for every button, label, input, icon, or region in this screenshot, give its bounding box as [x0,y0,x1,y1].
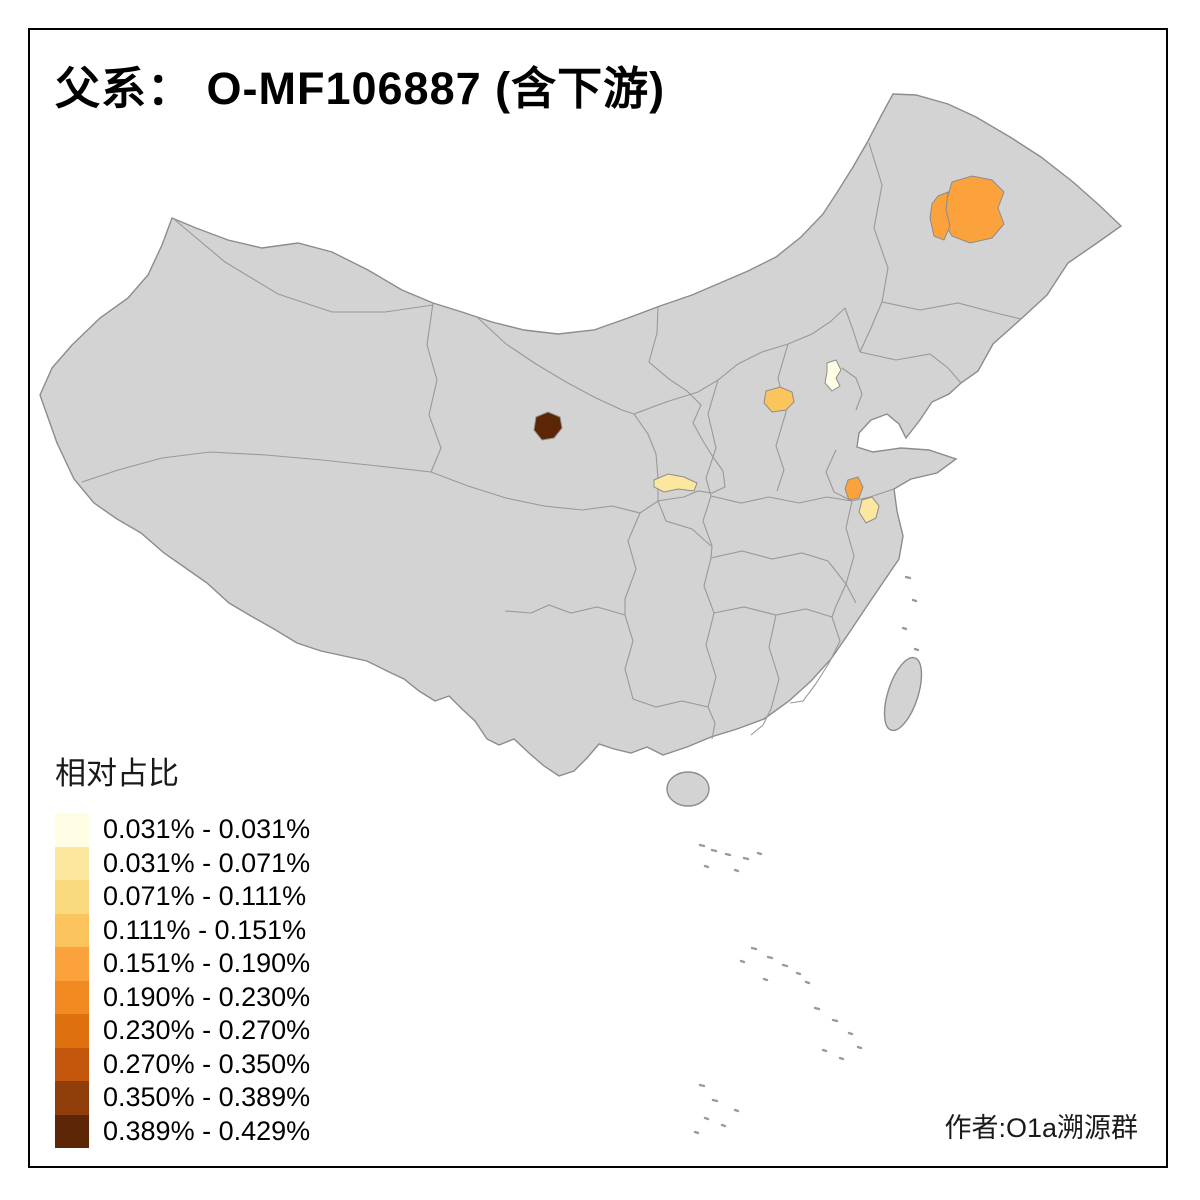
legend-swatch [55,1014,89,1048]
legend-swatch [55,1114,89,1148]
legend-label: 0.111% - 0.151% [103,914,307,945]
legend-row: 0.111% - 0.151% [55,913,310,947]
region-jiangsu-south [858,496,880,524]
island-cluster-spratly [693,1083,740,1135]
legend: 相对占比 0.031% - 0.031% 0.031% - 0.071% 0.0… [55,748,310,1148]
legend-label: 0.031% - 0.071% [103,847,311,878]
legend-label: 0.031% - 0.031% [103,814,311,845]
legend-label: 0.270% - 0.350% [103,1048,311,1079]
hainan-island-shape [666,771,710,807]
legend-title: 相对占比 [55,756,179,791]
sea-islands [693,575,920,1135]
legend-label: 0.350% - 0.389% [103,1082,311,1113]
region-qinghai-area [533,411,563,441]
legend-label: 0.071% - 0.111% [103,881,307,912]
legend-row: 0.190% - 0.230% [55,980,311,1014]
legend-row: 0.151% - 0.190% [55,947,310,981]
legend-row: 0.071% - 0.111% [55,880,310,914]
author-credit: 作者:O1a溯源群 [944,1113,1138,1143]
legend-row: 0.389% - 0.429% [55,1114,311,1148]
region-hebei-area [763,386,795,413]
legend-row: 0.270% - 0.350% [55,1047,311,1081]
island-cluster-paracel [739,946,811,985]
legend-swatch [55,980,89,1014]
taiwan-island-shape [883,656,923,732]
island-cluster-east [813,1006,863,1061]
island-cluster-north [698,843,763,873]
legend-swatch [55,880,89,914]
figure-title: 父系： O-MF106887 (含下游) [55,63,666,114]
legend-swatch [55,947,89,981]
region-gansu-shaanxi-area [653,473,698,493]
china-mainland-shape [39,93,1123,777]
figure-frame [28,28,1168,1168]
legend-swatch [55,813,89,847]
region-jiangsu-north [844,476,864,501]
region-beijing-area [824,359,842,392]
coastal-islands [901,575,920,652]
legend-swatch [55,1081,89,1115]
legend-swatch [55,846,89,880]
legend-swatch [55,1047,89,1081]
legend-row: 0.031% - 0.071% [55,846,311,880]
legend-swatch [55,913,89,947]
legend-label: 0.190% - 0.230% [103,981,311,1012]
legend-row: 0.230% - 0.270% [55,1014,310,1048]
legend-row: 0.350% - 0.389% [55,1081,310,1115]
legend-label: 0.151% - 0.190% [103,948,311,979]
legend-row: 0.031% - 0.031% [55,813,310,847]
legend-label: 0.389% - 0.429% [103,1115,311,1146]
highlighted-regions [533,175,1005,524]
region-heilongjiang-west [929,191,951,241]
legend-label: 0.230% - 0.270% [103,1015,311,1046]
